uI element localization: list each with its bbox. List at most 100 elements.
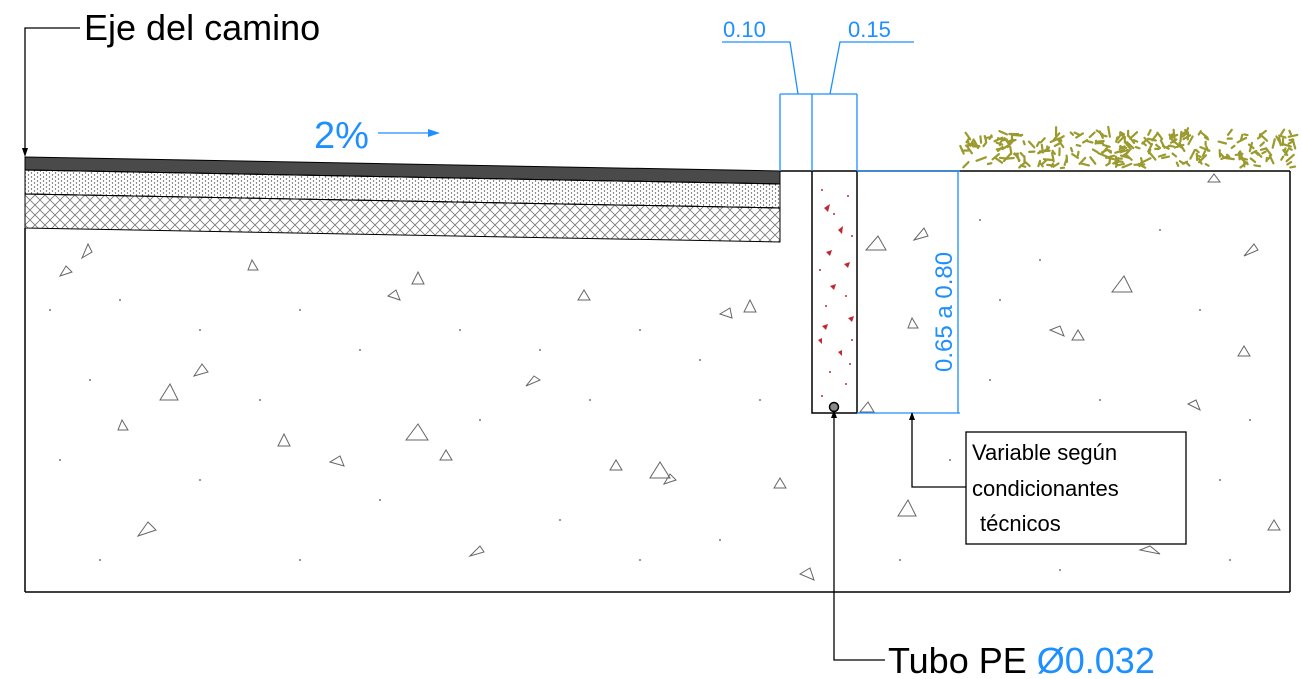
soil-texture	[58, 173, 1281, 581]
grass-stroke	[1278, 136, 1282, 147]
grass-stroke	[1076, 150, 1080, 157]
grass-stroke	[1006, 139, 1015, 149]
grass-stroke	[1071, 153, 1080, 159]
grass-stroke	[1059, 135, 1065, 140]
grass-stroke	[1285, 153, 1295, 163]
grass-stroke	[1197, 154, 1208, 164]
grass-stroke	[995, 141, 1004, 146]
note-line-2: condicionantes	[972, 476, 1119, 501]
grass-stroke	[993, 156, 1004, 164]
grass-stroke	[1160, 155, 1171, 160]
grass-stroke	[1243, 133, 1249, 137]
grass-stroke	[991, 153, 1001, 161]
grass-stroke	[1096, 139, 1105, 143]
grass-stroke	[1139, 157, 1144, 164]
grass-stroke	[1086, 140, 1094, 144]
note-line-3: técnicos	[980, 511, 1061, 536]
grass-stroke	[1271, 138, 1276, 149]
grass-stroke	[1199, 131, 1209, 139]
grass-stroke	[1075, 144, 1082, 147]
grass-stroke	[1118, 145, 1128, 149]
grass-stroke	[1168, 133, 1175, 144]
grass-stroke	[1223, 156, 1235, 161]
grass-stroke	[1282, 149, 1289, 157]
grass-stroke	[1114, 159, 1124, 163]
grass-stroke	[1129, 131, 1139, 140]
grass-stroke	[1187, 135, 1194, 146]
grass-stroke	[1171, 152, 1178, 158]
grass-stroke	[1121, 162, 1133, 169]
pipe-label: Tubo PE Ø0.032	[888, 640, 1155, 679]
grass-stroke	[1078, 156, 1087, 165]
grass-stroke	[1121, 151, 1129, 158]
grass-stroke	[986, 162, 993, 166]
grass-stroke	[1013, 152, 1020, 156]
grass-stroke	[1194, 148, 1200, 154]
grass-stroke	[986, 135, 993, 139]
road-axis-label: Eje del camino	[84, 7, 320, 48]
note-leader-arrow	[909, 412, 915, 420]
grass-stroke	[1148, 151, 1157, 161]
grass-stroke	[1236, 136, 1248, 144]
grass-stroke	[1058, 137, 1063, 143]
grass-stroke	[1037, 159, 1042, 168]
grass-stroke	[1282, 143, 1293, 148]
grass-stroke	[1105, 161, 1111, 167]
grass-stroke	[1146, 137, 1157, 142]
grass-stroke	[1172, 128, 1176, 141]
grass-stroke	[1079, 162, 1091, 167]
grass-stroke	[1288, 129, 1293, 136]
grass-stroke	[1189, 149, 1196, 160]
grass-stroke	[979, 135, 983, 144]
grass-stroke	[1051, 149, 1057, 155]
grass-stroke	[1179, 130, 1183, 143]
grass-stroke	[975, 156, 987, 162]
grass-stroke	[1259, 141, 1266, 147]
grass-stroke	[1081, 139, 1089, 144]
grass-stroke	[1201, 150, 1207, 157]
grass-stroke	[1107, 156, 1115, 161]
grass-stroke	[1119, 148, 1129, 154]
grass-stroke	[1050, 151, 1055, 163]
grass-stroke	[1118, 132, 1126, 139]
dim-width-2: 0.15	[848, 17, 891, 42]
grass-stroke	[1019, 151, 1025, 158]
grass-stroke	[1119, 131, 1126, 136]
grass-stroke	[1175, 161, 1180, 167]
grass-stroke	[1089, 156, 1097, 165]
grass-stroke	[1280, 128, 1286, 136]
grass-stroke	[1199, 146, 1211, 152]
grass-stroke	[1132, 139, 1139, 143]
grass-stroke	[1204, 163, 1210, 167]
grass-stroke	[964, 131, 972, 141]
grass-stroke	[1102, 143, 1111, 148]
road-pavement	[24, 156, 781, 243]
grass-stroke	[1248, 141, 1254, 153]
leaders	[24, 27, 966, 661]
pipe-label-size: Ø0.032	[1037, 640, 1155, 679]
pipe-leader-arrow	[831, 410, 837, 418]
grass-stroke	[1038, 149, 1051, 153]
grass-stroke	[1097, 152, 1109, 158]
dim-depth: 0.65 a 0.80	[931, 252, 958, 372]
trench-fill-dots	[818, 189, 854, 397]
grass-stroke	[1180, 131, 1186, 136]
grass-stroke	[1167, 144, 1175, 148]
grass-stroke	[1147, 143, 1154, 153]
grass-stroke	[1069, 146, 1074, 153]
grass-stroke	[1173, 143, 1185, 149]
grass-stroke	[1143, 136, 1152, 146]
grass-stroke	[1217, 140, 1228, 145]
grass-stroke	[966, 145, 974, 155]
grass-stroke	[1147, 129, 1152, 136]
grass-stroke	[1184, 127, 1190, 136]
grass-stroke	[996, 137, 1008, 142]
trench	[811, 170, 858, 414]
grass-stroke	[1035, 141, 1041, 147]
grass-stroke	[1123, 141, 1132, 151]
grass-stroke	[1091, 148, 1099, 154]
grass-stroke	[1052, 132, 1061, 142]
grass-stroke	[959, 144, 965, 155]
grass-stroke	[1125, 141, 1135, 150]
grass-stroke	[1196, 154, 1202, 158]
